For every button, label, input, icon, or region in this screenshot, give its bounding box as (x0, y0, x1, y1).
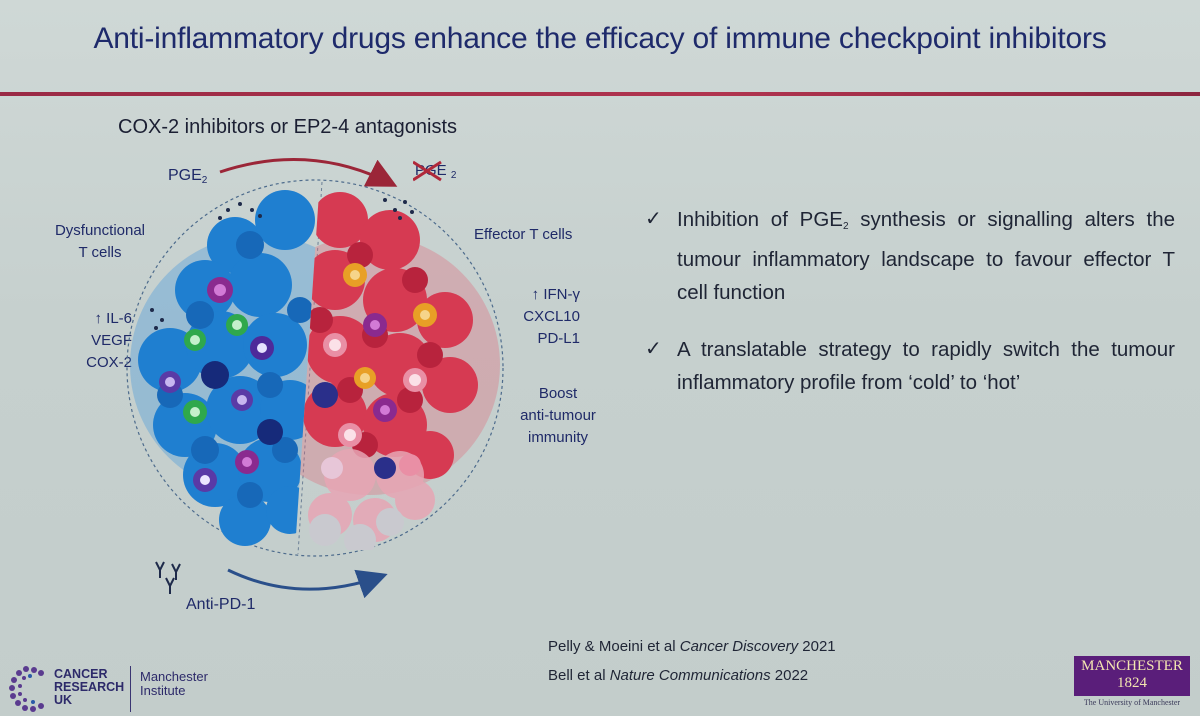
bottom-curved-arrow (227, 568, 388, 599)
tumour-diagram (126, 158, 504, 599)
cold-tumour-region (130, 190, 320, 546)
checkmark-icon: ✓ (645, 338, 662, 360)
key-points-list: ✓ Inhibition of PGE2 synthesis or signal… (645, 203, 1175, 423)
title-divider (0, 92, 1200, 96)
diagram-heading: COX-2 inhibitors or EP2-4 antagonists (118, 116, 458, 138)
references: Pelly & Moeini et al Cancer Discovery 20… (548, 632, 836, 690)
manchester-institute-wordmark: Manchester Institute (140, 669, 208, 698)
anti-pd1-label: Anti-PD-1 (186, 596, 256, 613)
cruk-wordmark: CANCER RESEARCH UK (54, 667, 125, 707)
uom-wordmark: MANCHESTER 1824 (1074, 656, 1190, 696)
dysfunctional-t-cells-label: Dysfunctional T cells (54, 222, 146, 261)
key-point-1: ✓ Inhibition of PGE2 synthesis or signal… (645, 203, 1175, 309)
key-point-2: ✓ A translatable strategy to rapidly swi… (645, 333, 1175, 399)
strike-cross-icon (413, 160, 442, 182)
pge2-label: PGE2 (168, 167, 208, 186)
logo-divider (130, 666, 131, 712)
tumour-divider (297, 181, 323, 555)
checkmark-icon: ✓ (645, 208, 662, 230)
antibody-icons (155, 561, 181, 594)
left-markers-label: ↑ IL-6 VEGF COX-2 (86, 310, 132, 371)
boost-immunity-label: Boost anti-tumour immunity (520, 385, 596, 446)
effector-t-cells-label: Effector T cells (474, 226, 573, 243)
university-of-manchester-logo: MANCHESTER 1824 The University of Manches… (1074, 656, 1190, 712)
right-markers-label: ↑ IFN-γ CXCL10 PD-L1 (523, 286, 580, 347)
cruk-logo-icon (9, 666, 44, 712)
tumour-boundary (126, 179, 504, 557)
cancer-research-uk-logo: CANCER RESEARCH UK Manchester Institute (6, 664, 236, 714)
reference-2: Bell et al Nature Communications 2022 (548, 667, 809, 684)
hot-tumour-region (295, 192, 500, 550)
uom-subtitle: The University of Manchester (1083, 698, 1181, 707)
reference-1: Pelly & Moeini et al Cancer Discovery 20… (548, 638, 836, 655)
slide-title: Anti-inflammatory drugs enhance the effi… (93, 22, 1107, 55)
pge2-struck-label: PGE 2 (413, 160, 457, 182)
top-curved-arrow (219, 158, 398, 187)
